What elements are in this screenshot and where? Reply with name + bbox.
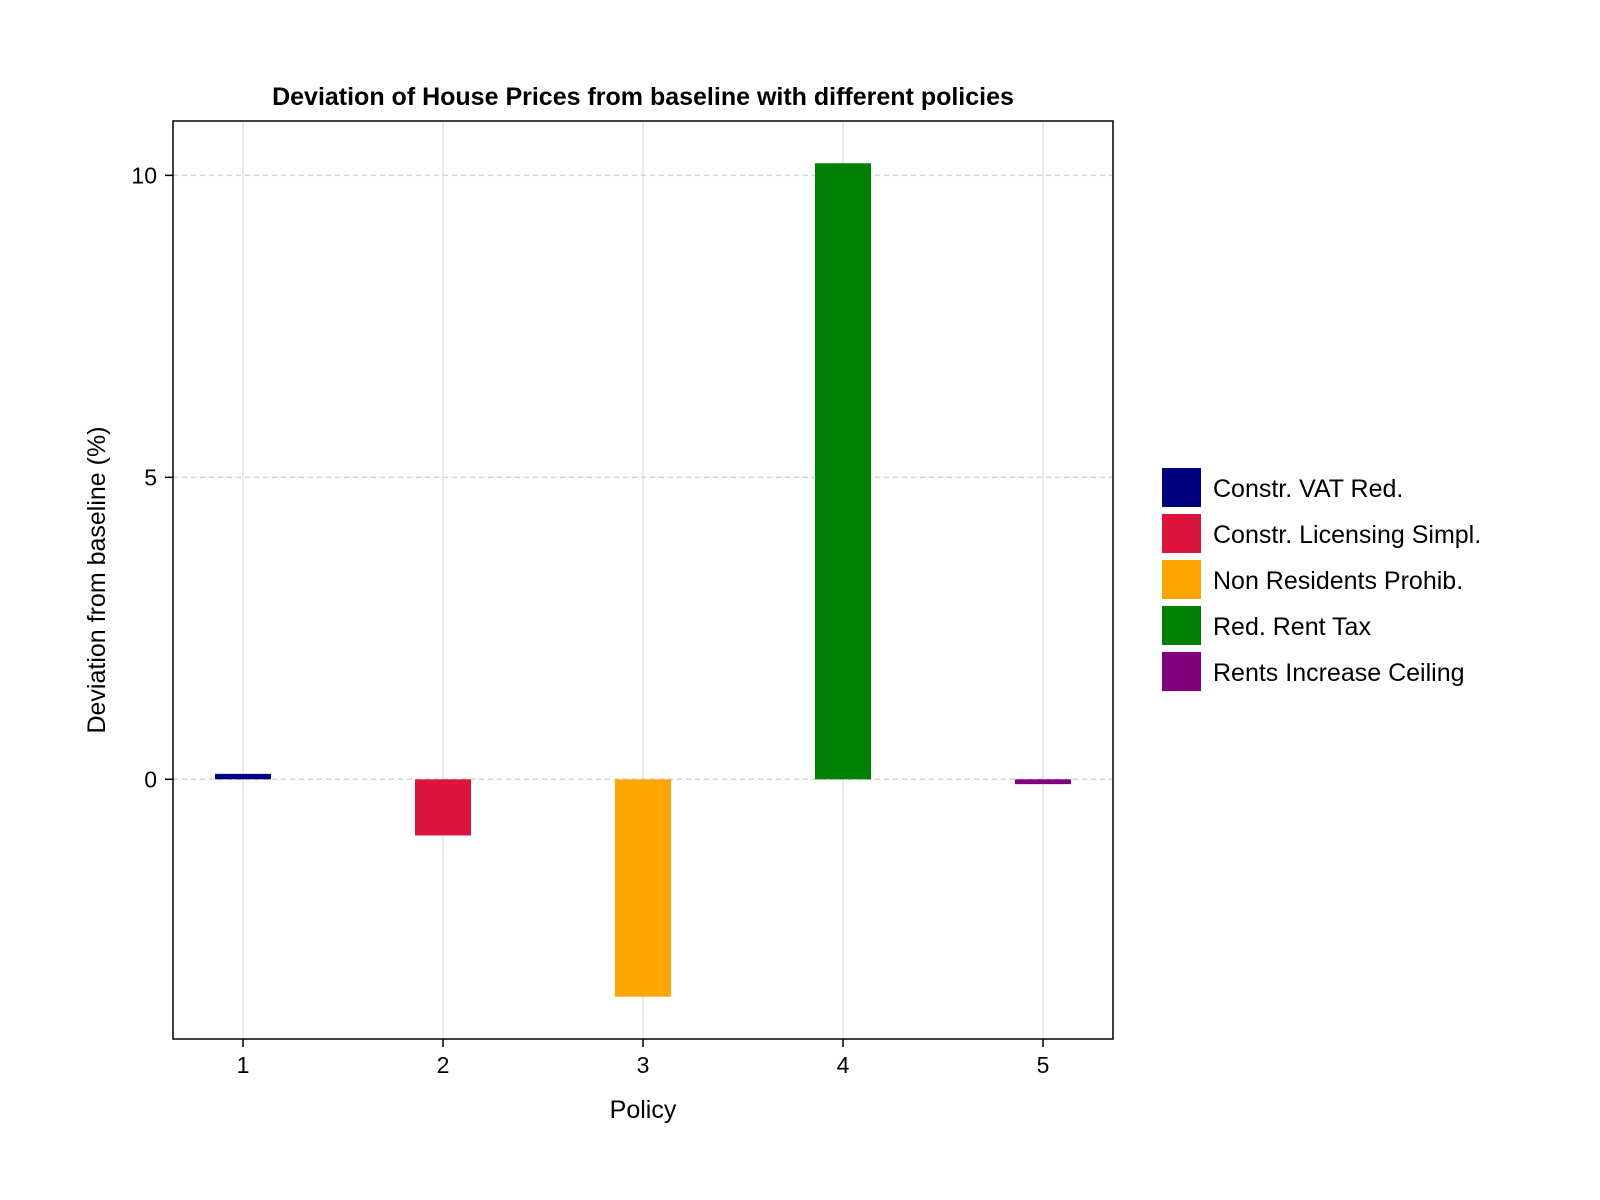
- legend-swatch: [1162, 468, 1201, 507]
- x-tick-label: 3: [637, 1052, 650, 1078]
- legend-label: Constr. VAT Red.: [1213, 475, 1403, 503]
- y-axis-label: Deviation from baseline (%): [83, 426, 111, 733]
- x-axis-label: Policy: [610, 1096, 677, 1124]
- legend-item: Constr. VAT Red.: [1162, 468, 1403, 507]
- bar-3: [615, 779, 671, 997]
- legend-label: Non Residents Prohib.: [1213, 567, 1463, 595]
- ticks-layer: 1 2 3 4 5 0 5 10: [131, 162, 1049, 1078]
- bars-layer: [215, 163, 1071, 997]
- bar-1: [215, 773, 271, 780]
- chart-title: Deviation of House Prices from baseline …: [272, 83, 1014, 111]
- legend-item: Rents Increase Ceiling: [1162, 652, 1465, 691]
- y-tick-label: 5: [144, 464, 157, 490]
- x-tick-label: 2: [437, 1052, 450, 1078]
- x-tick-label: 5: [1037, 1052, 1050, 1078]
- bar-4: [815, 163, 871, 780]
- bar-2: [415, 779, 471, 836]
- legend-swatch: [1162, 652, 1201, 691]
- x-tick-label: 4: [837, 1052, 850, 1078]
- legend-swatch: [1162, 514, 1201, 553]
- y-tick-label: 0: [144, 766, 157, 792]
- bar-5: [1015, 779, 1071, 785]
- legend-swatch: [1162, 560, 1201, 599]
- legend-item: Non Residents Prohib.: [1162, 560, 1463, 599]
- legend-label: Constr. Licensing Simpl.: [1213, 521, 1481, 549]
- x-tick-label: 1: [237, 1052, 250, 1078]
- legend-label: Rents Increase Ceiling: [1213, 659, 1465, 687]
- legend-swatch: [1162, 606, 1201, 645]
- legend: Constr. VAT Red. Constr. Licensing Simpl.…: [1162, 468, 1481, 691]
- legend-label: Red. Rent Tax: [1213, 613, 1371, 641]
- legend-item: Constr. Licensing Simpl.: [1162, 514, 1481, 553]
- y-tick-label: 10: [131, 162, 157, 188]
- legend-item: Red. Rent Tax: [1162, 606, 1371, 645]
